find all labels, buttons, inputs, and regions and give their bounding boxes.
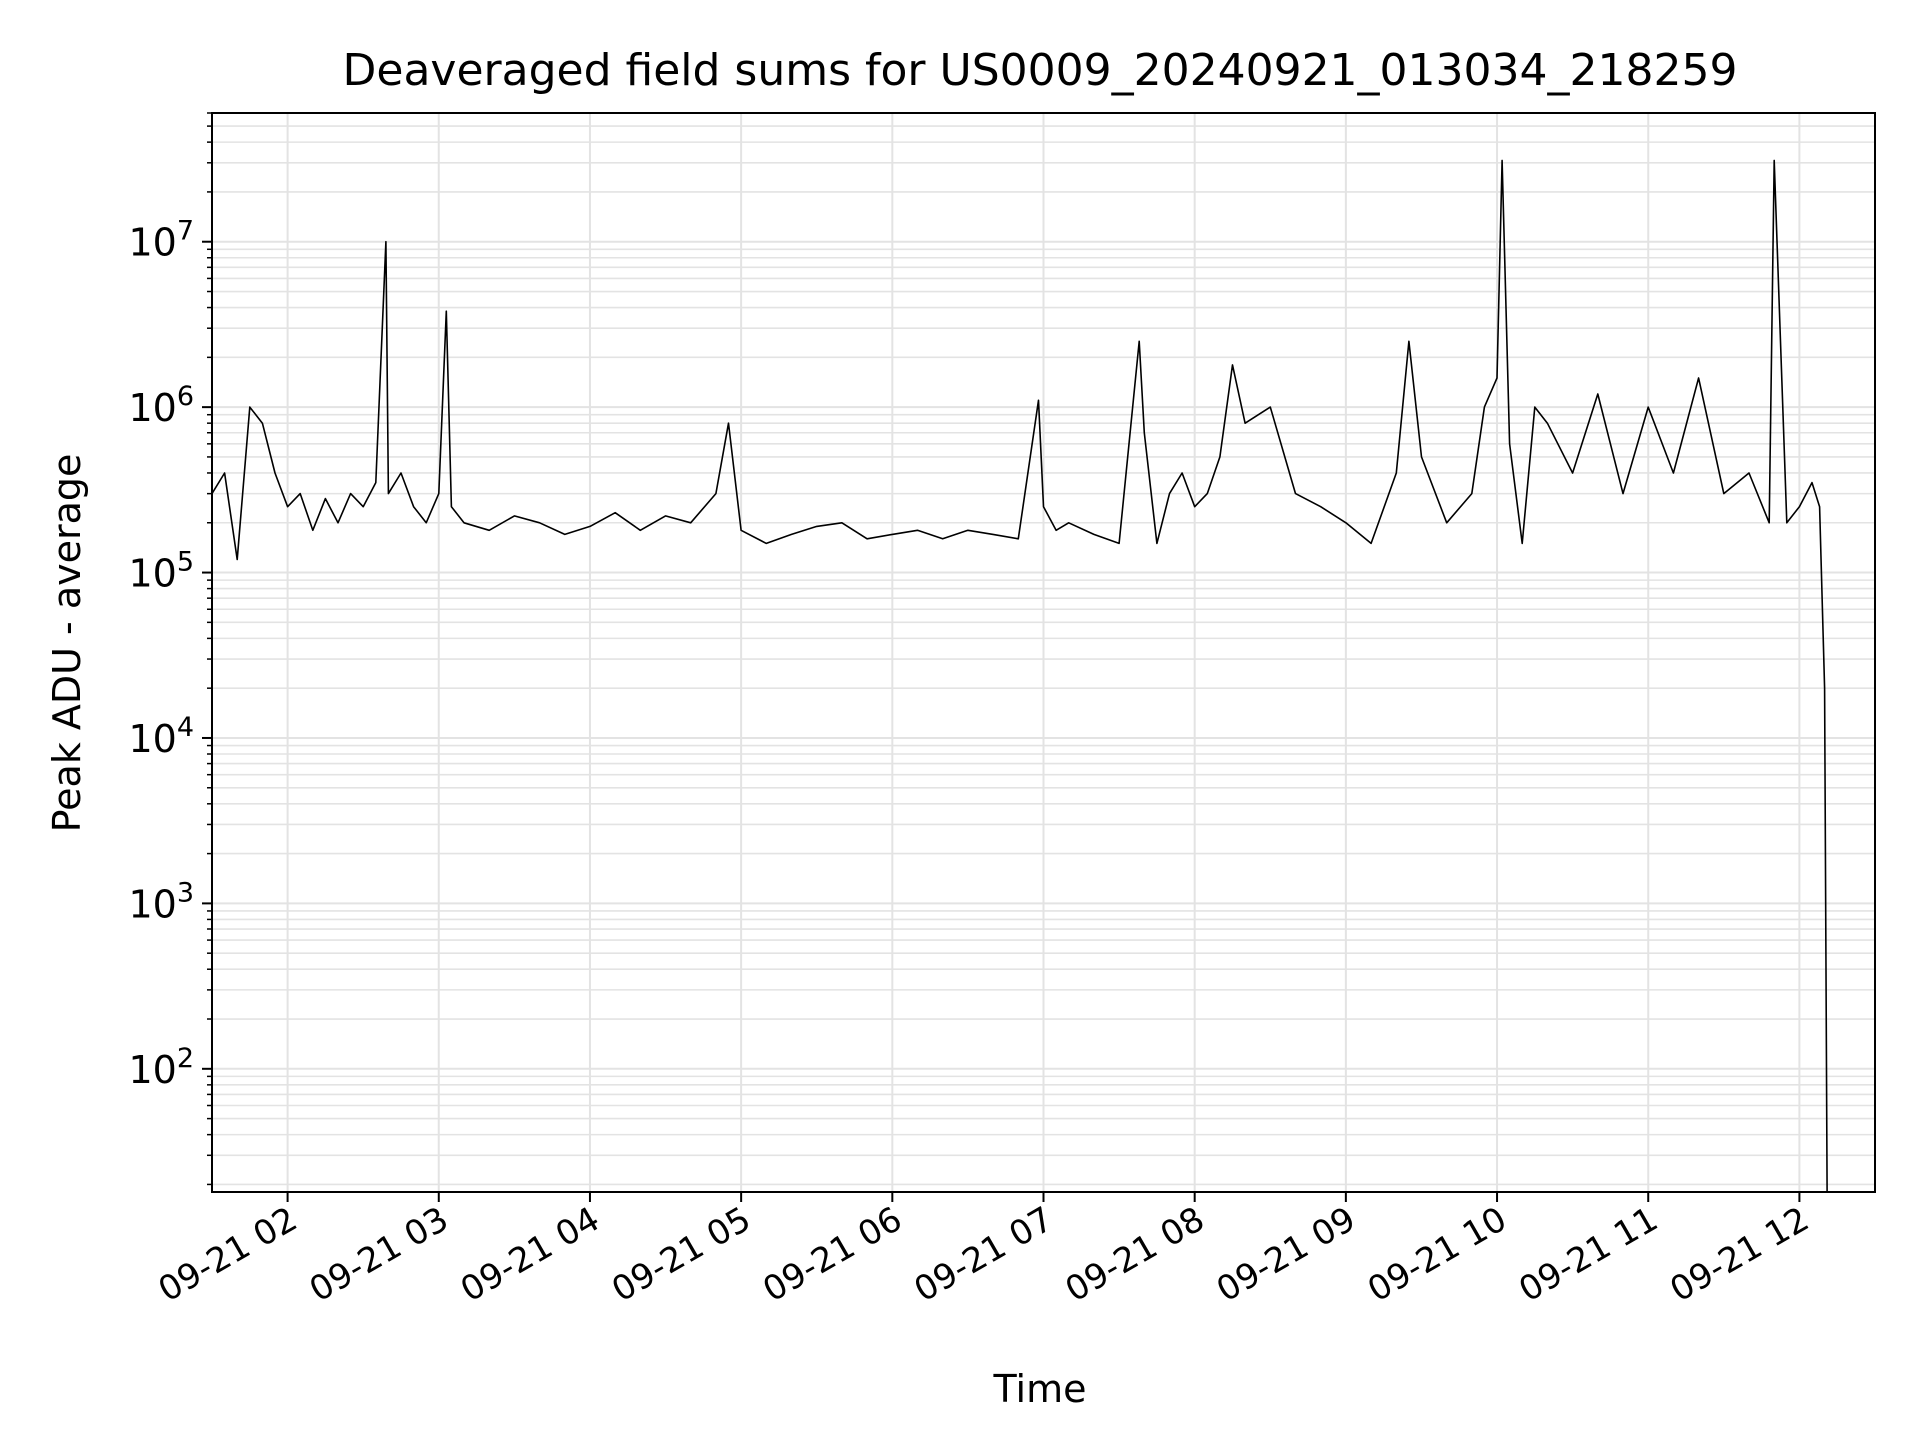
x-tick-label: 09-21 04 — [454, 1199, 606, 1310]
x-tick-label: 09-21 09 — [1210, 1199, 1362, 1310]
y-tick-label: 107 — [128, 216, 194, 265]
x-tick-label: 09-21 12 — [1664, 1199, 1816, 1310]
x-tick-label: 09-21 02 — [152, 1199, 304, 1310]
x-tick-label: 09-21 07 — [908, 1199, 1060, 1310]
x-tick-label: 09-21 06 — [756, 1199, 908, 1310]
y-tick-label: 106 — [128, 381, 194, 430]
y-tick-label: 103 — [128, 877, 194, 926]
data-series — [211, 159, 1828, 1193]
x-tick-label: 09-21 08 — [1059, 1199, 1211, 1310]
x-tick-label: 09-21 10 — [1361, 1199, 1513, 1310]
series-line-0 — [211, 159, 1828, 1193]
y-tick-label: 105 — [128, 547, 194, 596]
y-tick-label: 104 — [128, 712, 194, 761]
x-tick-label: 09-21 03 — [303, 1199, 455, 1310]
x-tick-label: 09-21 05 — [605, 1199, 757, 1310]
chart-title: Deaveraged field sums for US0009_2024092… — [343, 45, 1738, 96]
grid-lines — [212, 112, 1875, 1192]
y-tick-label: 102 — [128, 1043, 194, 1092]
x-axis-label: Time — [993, 1367, 1087, 1411]
x-tick-label: 09-21 11 — [1512, 1199, 1664, 1310]
y-axis-label: Peak ADU - average — [45, 454, 89, 833]
